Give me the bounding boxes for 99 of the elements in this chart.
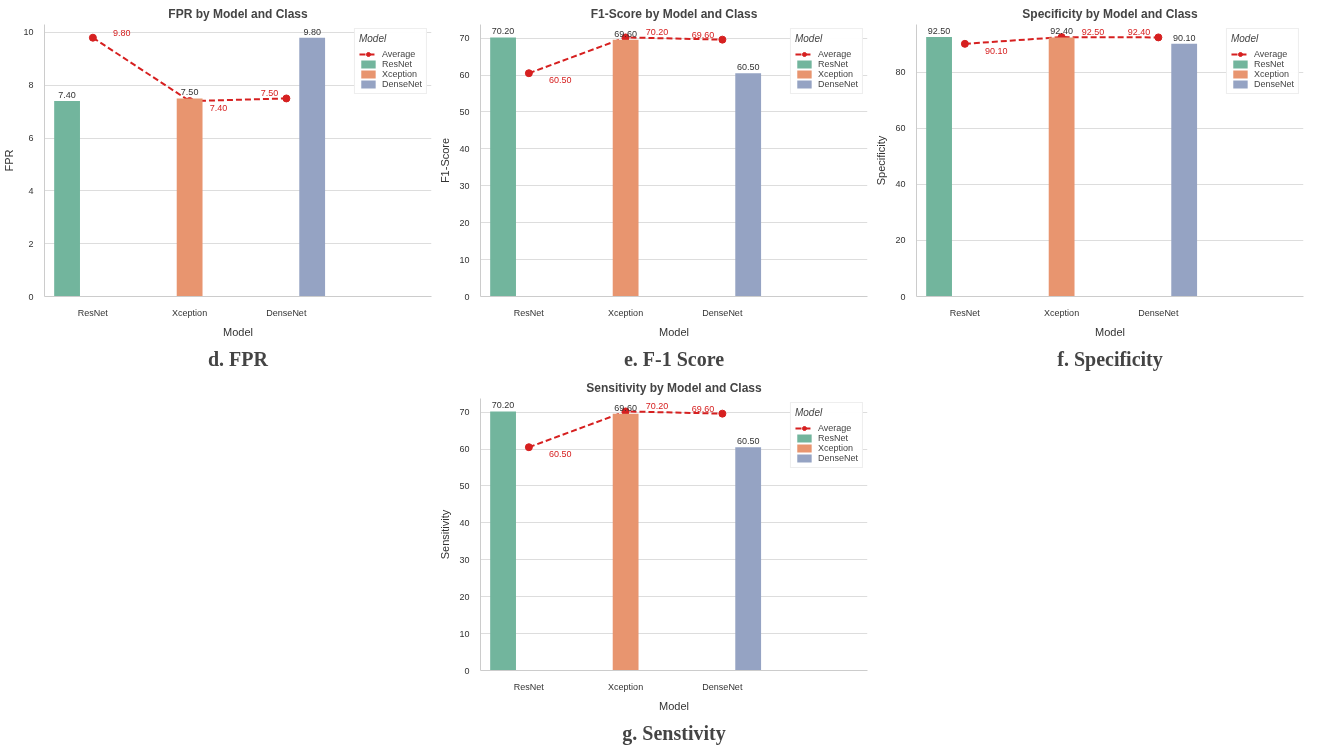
y-tick-label: 40 (459, 517, 470, 528)
y-tick-label: 50 (459, 480, 470, 491)
y-tick-label: 60 (895, 123, 906, 134)
legend-title: Model (794, 407, 824, 418)
data-label: 60.50 (548, 75, 572, 86)
x-tick-label: DenseNet (266, 307, 307, 318)
y-tick-label: 40 (459, 143, 470, 154)
y-tick-label: 8 (28, 80, 34, 91)
x-tick-label: Xception (608, 681, 644, 692)
x-axis-title: Model (223, 325, 253, 338)
legend-label: ResNet (1253, 59, 1284, 69)
data-label: 69.60 (691, 29, 715, 40)
data-label: 70.20 (491, 400, 515, 411)
y-tick-label: 70 (459, 407, 470, 418)
legend-title: Model (358, 33, 388, 44)
y-tick-label: 4 (28, 185, 34, 196)
y-tick-label: 70 (459, 33, 470, 44)
text: f. Specificity (1057, 347, 1163, 371)
y-tick-label: 10 (459, 628, 470, 639)
legend-label: ResNet (381, 59, 412, 69)
legend-label: DenseNet (817, 453, 858, 463)
x-tick-label: Xception (172, 307, 208, 318)
chart-title: Sensitivity by Model and Class (586, 380, 763, 395)
legend-label: ResNet (817, 59, 848, 69)
data-label: 60.50 (736, 62, 760, 73)
y-tick-label: 30 (459, 554, 470, 565)
x-tick-label: DenseNet (702, 307, 743, 318)
legend-label: ResNet (817, 433, 848, 443)
data-label: 7.50 (180, 87, 199, 98)
legend-label: Xception (817, 69, 853, 79)
data-label: 7.40 (209, 103, 228, 114)
x-tick-label: ResNet (77, 307, 109, 318)
legend-title: Model (1230, 33, 1260, 44)
legend-label: Average (817, 423, 852, 433)
legend-label: Xception (1253, 69, 1289, 79)
data-label: 70.20 (645, 401, 669, 412)
x-axis-title: Model (659, 325, 689, 338)
data-label: 9.80 (303, 26, 321, 37)
legend-label: DenseNet (817, 79, 858, 89)
x-tick-label: Xception (1044, 307, 1080, 318)
chart-title: F1-Score by Model and Class (590, 6, 758, 21)
x-tick-label: ResNet (513, 307, 545, 318)
data-label: 60.50 (548, 449, 572, 460)
data-label: 9.80 (112, 27, 131, 38)
x-tick-label: Xception (608, 307, 644, 318)
y-axis-title: FPR (3, 149, 16, 172)
data-label: 90.10 (1172, 32, 1196, 43)
y-tick-label: 6 (28, 133, 34, 144)
x-tick-label: DenseNet (1138, 307, 1179, 318)
x-axis-title: Model (659, 699, 689, 712)
y-tick-label: 0 (900, 291, 906, 302)
x-axis-title: Model (1095, 325, 1125, 338)
data-label: 7.50 (260, 88, 279, 99)
data-label: 70.20 (645, 27, 669, 38)
data-label: 69.60 (614, 402, 637, 413)
legend-label: DenseNet (381, 79, 422, 89)
data-label: 92.40 (1050, 26, 1073, 37)
legend-label: Xception (817, 443, 853, 453)
data-label: 92.50 (1081, 27, 1105, 38)
y-tick-label: 10 (459, 254, 470, 265)
y-tick-label: 30 (459, 180, 470, 191)
y-tick-label: 60 (459, 70, 470, 81)
x-tick-label: DenseNet (702, 681, 743, 692)
x-tick-label: ResNet (513, 681, 545, 692)
data-label: 90.10 (984, 45, 1008, 56)
y-tick-label: 20 (459, 217, 470, 228)
legend-label: DenseNet (1253, 79, 1294, 89)
legend-label: Average (381, 49, 416, 59)
y-axis-title: Sensitivity (439, 509, 452, 560)
legend-label: Average (1253, 49, 1288, 59)
data-label: 92.50 (927, 26, 951, 37)
data-label: 69.60 (614, 28, 637, 39)
y-axis-title: Specificity (875, 135, 888, 186)
y-tick-label: 10 (23, 27, 34, 38)
y-tick-label: 0 (464, 665, 470, 676)
data-label: 69.60 (691, 403, 715, 414)
data-label: 7.40 (58, 90, 76, 101)
data-label: 60.50 (736, 436, 760, 447)
y-tick-label: 0 (28, 291, 34, 302)
legend-label: Xception (381, 69, 417, 79)
chart-title: FPR by Model and Class (168, 6, 309, 21)
y-tick-label: 80 (895, 67, 906, 78)
y-tick-label: 40 (895, 179, 906, 190)
data-label: 70.20 (491, 26, 515, 37)
text: g. Senstivity (622, 721, 726, 745)
chart-title: Specificity by Model and Class (1022, 6, 1199, 21)
legend-label: Average (817, 49, 852, 59)
x-tick-label: ResNet (949, 307, 981, 318)
y-axis-title: F1-Score (439, 137, 452, 184)
data-label: 92.40 (1127, 27, 1151, 38)
y-tick-label: 0 (464, 291, 470, 302)
y-tick-label: 60 (459, 444, 470, 455)
y-tick-label: 20 (895, 235, 906, 246)
y-tick-label: 50 (459, 106, 470, 117)
text: e. F-1 Score (623, 347, 725, 370)
y-tick-label: 2 (28, 238, 34, 249)
legend-title: Model (794, 33, 824, 44)
y-tick-label: 20 (459, 591, 470, 602)
text: d. FPR (208, 347, 269, 370)
